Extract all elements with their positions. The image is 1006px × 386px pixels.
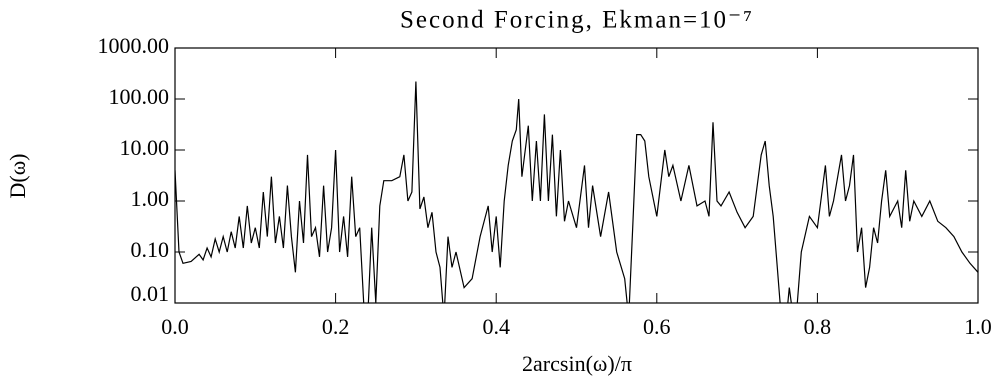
y-tick-label: 100.00 xyxy=(109,84,170,109)
x-tick-label: 0.8 xyxy=(804,314,832,339)
x-tick-label: 0.4 xyxy=(482,314,510,339)
x-axis-label: 2arcsin(ω)/π xyxy=(522,351,632,376)
x-tick-label: 0.2 xyxy=(322,314,350,339)
y-tick-label: 0.01 xyxy=(131,281,170,306)
y-tick-label: 1.00 xyxy=(131,186,170,211)
y-tick-label: 0.10 xyxy=(131,237,170,262)
data-line xyxy=(175,81,978,303)
chart-title: Second Forcing, Ekman=10⁻⁷ xyxy=(400,7,754,34)
y-tick-label: 10.00 xyxy=(120,135,170,160)
y-axis-label: D(ω) xyxy=(5,153,30,198)
x-tick-label: 0.6 xyxy=(643,314,671,339)
x-tick-label: 1.0 xyxy=(964,314,992,339)
x-tick-label: 0.0 xyxy=(161,314,189,339)
y-tick-label: 1000.00 xyxy=(98,33,170,58)
